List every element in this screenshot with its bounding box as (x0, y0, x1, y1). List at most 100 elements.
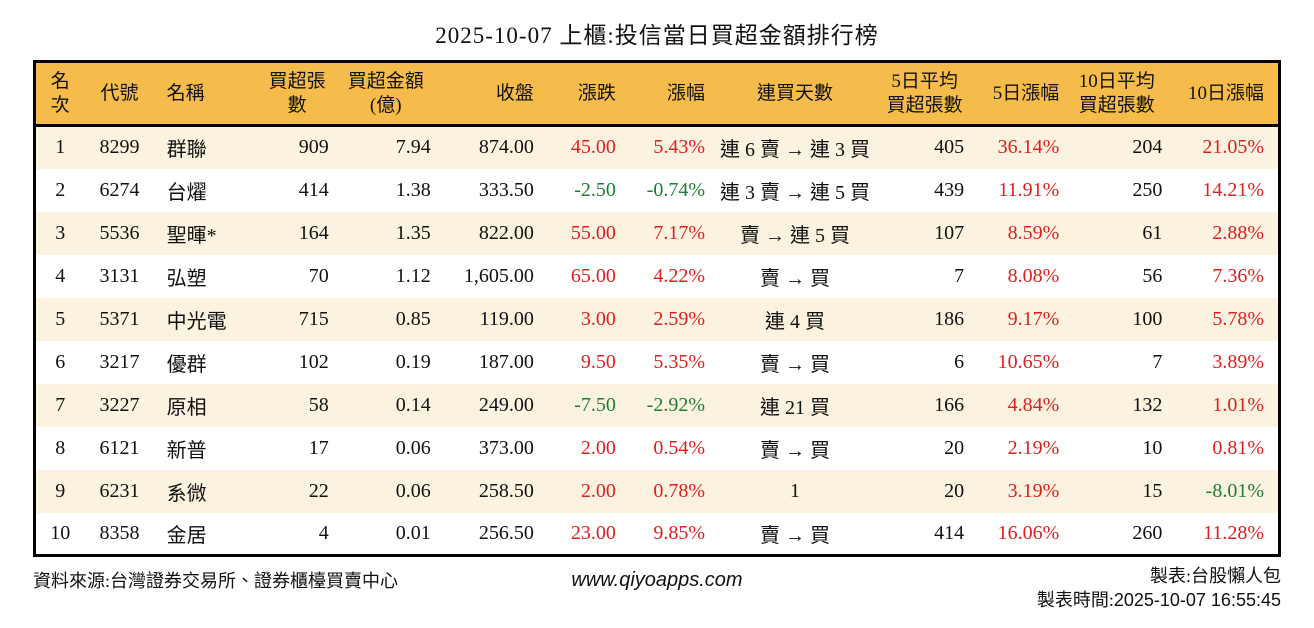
cell-avg10: 7 (1152, 350, 1163, 373)
cell-rank: 7 (55, 393, 66, 416)
cell-avg5: 405 (934, 136, 965, 159)
cell-pct5: 8.59% (1007, 221, 1060, 244)
cell-close: 119.00 (479, 307, 534, 330)
cell-change_pct: -2.92% (646, 393, 705, 416)
cell-pct10: 1.01% (1212, 393, 1264, 416)
cell-pct5: 16.06% (997, 521, 1060, 544)
cell-code: 6274 (99, 178, 140, 201)
cell-pct5: 2.19% (1007, 436, 1060, 459)
cell-code: 3227 (99, 393, 140, 416)
cell-change: 2.00 (580, 479, 616, 502)
col-header-name: 名稱 (154, 61, 260, 127)
cell-amount: 0.14 (395, 393, 431, 416)
cell-close: 822.00 (478, 221, 534, 244)
cell-close: 187.00 (478, 350, 534, 373)
cell-name: 弘塑 (166, 267, 207, 290)
table-row: 5 5371 中光電 715 0.85 119.00 3.00 2.59% 連 4 買 186 9.… (34, 297, 1280, 341)
timestamp-line: 製表時間:2025-10-07 16:55:45 (1037, 588, 1281, 612)
col-header-pct10: 10日漲幅 (1168, 61, 1280, 127)
cell-name: 聖暉* (166, 224, 217, 247)
cell-change_pct: 0.54% (653, 436, 705, 459)
col-header-code: 代號 (84, 61, 155, 127)
cell-pct5: 10.65% (997, 350, 1060, 373)
cell-close: 1,605.00 (463, 264, 534, 287)
col-header-pct5: 5日漲幅 (970, 61, 1066, 127)
timestamp-value: 2025-10-07 16:55:45 (1113, 590, 1281, 611)
cell-avg5: 186 (934, 307, 965, 330)
footer: 資料來源:台灣證券交易所、證券櫃檯買賣中心 www.qiyoapps.com 製… (33, 564, 1281, 618)
cell-streak: 賣 → 買 (760, 267, 831, 290)
col-header-close: 收盤 (436, 61, 540, 127)
col-header-change-pct: 漲幅 (621, 61, 711, 127)
col-header-lots: 買超張數 (259, 61, 335, 127)
cell-lots: 17 (308, 436, 329, 459)
cell-avg5: 20 (944, 436, 965, 459)
cell-avg5: 439 (934, 178, 965, 201)
cell-name: 中光電 (166, 310, 227, 333)
cell-close: 258.50 (478, 479, 534, 502)
cell-avg5: 20 (944, 479, 965, 502)
cell-streak: 賣 → 連 5 買 (740, 224, 851, 247)
cell-change_pct: 2.59% (653, 307, 705, 330)
cell-code: 5536 (99, 221, 140, 244)
cell-rank: 2 (55, 178, 66, 201)
cell-change: 23.00 (570, 521, 616, 544)
cell-change: 65.00 (570, 264, 616, 287)
cell-name: 原相 (166, 396, 207, 419)
cell-avg5: 6 (954, 350, 965, 373)
table-body: 1 8299 群聯 909 7.94 874.00 45.00 5.43% 連 6 賣 → 連 … (34, 125, 1280, 556)
col-header-change: 漲跌 (539, 61, 622, 127)
cell-avg5: 166 (934, 393, 965, 416)
cell-close: 256.50 (478, 521, 534, 544)
cell-close: 333.50 (478, 178, 534, 201)
cell-amount: 0.01 (395, 521, 431, 544)
cell-avg10: 10 (1142, 436, 1163, 459)
website: www.qiyoapps.com (571, 569, 743, 591)
cell-pct5: 36.14% (997, 136, 1060, 159)
cell-amount: 7.94 (395, 136, 431, 159)
cell-pct10: 5.78% (1212, 307, 1264, 330)
cell-amount: 1.35 (395, 221, 431, 244)
cell-change: -2.50 (574, 178, 616, 201)
table-row: 6 3217 優群 102 0.19 187.00 9.50 5.35% 賣 → 買 6 10.65… (35, 341, 1280, 384)
maker-line: 製表:台股懶人包 (1149, 566, 1281, 586)
cell-avg10: 56 (1142, 264, 1163, 287)
cell-pct10: 14.21% (1202, 178, 1264, 201)
cell-code: 8358 (99, 521, 140, 544)
timestamp-label: 製表時間: (1036, 590, 1114, 611)
cell-name: 新普 (166, 439, 207, 462)
cell-avg10: 204 (1132, 136, 1163, 159)
cell-close: 874.00 (478, 136, 534, 159)
ranking-table: 名次 代號 名稱 買超張數 買超金額 (億) 收盤 漲跌 漲幅 連買天數 5日平… (33, 60, 1281, 557)
cell-name: 金居 (166, 524, 207, 547)
cell-streak: 賣 → 買 (760, 524, 831, 547)
cell-rank: 10 (50, 521, 71, 544)
cell-change: 2.00 (580, 436, 616, 459)
cell-rank: 4 (55, 264, 66, 287)
cell-change_pct: 5.43% (653, 136, 705, 159)
cell-avg10: 61 (1142, 221, 1163, 244)
cell-streak: 1 (790, 479, 801, 502)
cell-change_pct: 7.17% (653, 221, 705, 244)
cell-lots: 164 (298, 221, 329, 244)
table-row: 9 6231 系微 22 0.06 258.50 2.00 0.78% 1 20 3.19% 15 -8… (34, 469, 1280, 513)
cell-change: 9.50 (580, 350, 616, 373)
cell-pct10: 3.89% (1212, 350, 1264, 373)
cell-change_pct: 9.85% (653, 521, 705, 544)
table-row: 3 5536 聖暉* 164 1.35 822.00 55.00 7.17% 賣 → 連 5 買… (34, 211, 1280, 255)
cell-lots: 715 (298, 307, 329, 330)
cell-avg10: 100 (1132, 307, 1163, 330)
cell-pct5: 9.17% (1007, 307, 1060, 330)
header-row: 名次 代號 名稱 買超張數 買超金額 (億) 收盤 漲跌 漲幅 連買天數 5日平… (34, 61, 1280, 127)
col-header-avg10: 10日平均 買超張數 (1065, 61, 1169, 127)
cell-lots: 414 (298, 178, 329, 201)
cell-code: 6121 (99, 436, 140, 459)
cell-pct10: 11.28% (1203, 521, 1264, 544)
cell-change_pct: 0.78% (653, 479, 705, 502)
cell-pct5: 11.91% (998, 178, 1060, 201)
cell-name: 系微 (166, 482, 207, 505)
cell-avg10: 15 (1142, 479, 1163, 502)
table-row: 1 8299 群聯 909 7.94 874.00 45.00 5.43% 連 6 賣 → 連 … (34, 125, 1280, 169)
col-header-streak: 連買天數 (710, 61, 880, 127)
cell-rank: 1 (55, 136, 66, 159)
